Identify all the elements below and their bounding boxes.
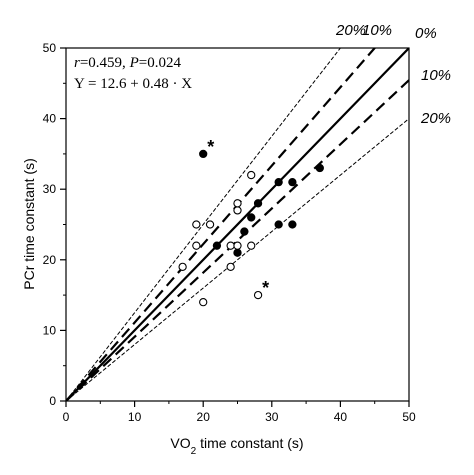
y-tick-label: 20 xyxy=(43,253,57,267)
x-tick-label: 50 xyxy=(402,410,416,424)
data-point-filled xyxy=(199,149,208,159)
x-tick-label: 40 xyxy=(334,410,348,424)
data-point-filled xyxy=(288,220,297,229)
line-label-right-10: 10% xyxy=(421,67,451,84)
data-point-filled xyxy=(247,213,256,222)
x-tick-label: 10 xyxy=(128,410,142,424)
star-marker: * xyxy=(207,137,214,157)
reference-line-20-upper xyxy=(66,48,342,401)
data-point-open xyxy=(233,206,242,215)
data-point-filled xyxy=(240,227,249,236)
y-tick-label: 10 xyxy=(43,323,57,337)
data-points xyxy=(178,149,324,307)
data-point-open xyxy=(192,241,201,250)
x-tick-label: 30 xyxy=(265,410,279,424)
stats-line: r=0.459, P=0.024 xyxy=(74,55,181,71)
axes: 0 10 20 30 40 50 0 10 20 30 40 50 xyxy=(43,41,416,424)
reference-line-0- xyxy=(66,48,409,401)
data-point-filled xyxy=(212,241,222,250)
x-tick-label: 20 xyxy=(197,410,211,424)
x-tick-label: 0 xyxy=(63,410,70,424)
data-point-filled xyxy=(274,177,283,187)
data-point-open xyxy=(199,298,208,307)
x-axis-title: VO2 time constant (s) xyxy=(170,435,303,457)
line-label-top-20: 20% xyxy=(335,22,366,39)
data-point-open xyxy=(253,290,263,300)
data-point-open xyxy=(205,220,215,229)
data-point-filled xyxy=(288,177,297,187)
y-tick-label: 0 xyxy=(49,394,56,408)
data-point-open xyxy=(247,170,256,180)
labels: **20%10% 0%10%20% xyxy=(207,22,451,298)
y-tick-label: 30 xyxy=(43,182,57,196)
data-point-open xyxy=(226,262,235,272)
data-point-filled xyxy=(253,199,263,208)
regression-equation: Y = 12.6 + 0.48 · X xyxy=(74,76,192,92)
data-point-open xyxy=(233,199,242,208)
y-tick-label: 40 xyxy=(43,112,57,126)
data-point-open xyxy=(178,262,187,272)
reference-line-20-lower xyxy=(66,118,409,401)
reference-lines xyxy=(66,48,409,401)
data-point-open xyxy=(247,241,256,250)
y-axis-title: PCr time constant (s) xyxy=(21,158,37,289)
data-point-filled xyxy=(315,163,324,173)
data-point-filled xyxy=(233,248,242,257)
line-label-top-10: 10% xyxy=(362,22,392,39)
star-marker: * xyxy=(262,278,269,298)
data-point-open xyxy=(226,241,235,250)
data-point-open xyxy=(233,241,242,250)
data-point-filled xyxy=(274,220,283,229)
line-label-top-0: 0% xyxy=(415,25,437,42)
y-tick-label: 50 xyxy=(43,41,57,55)
line-label-right-20: 20% xyxy=(420,110,451,127)
reference-line-10-lower xyxy=(66,79,409,401)
data-point-open xyxy=(192,220,201,229)
